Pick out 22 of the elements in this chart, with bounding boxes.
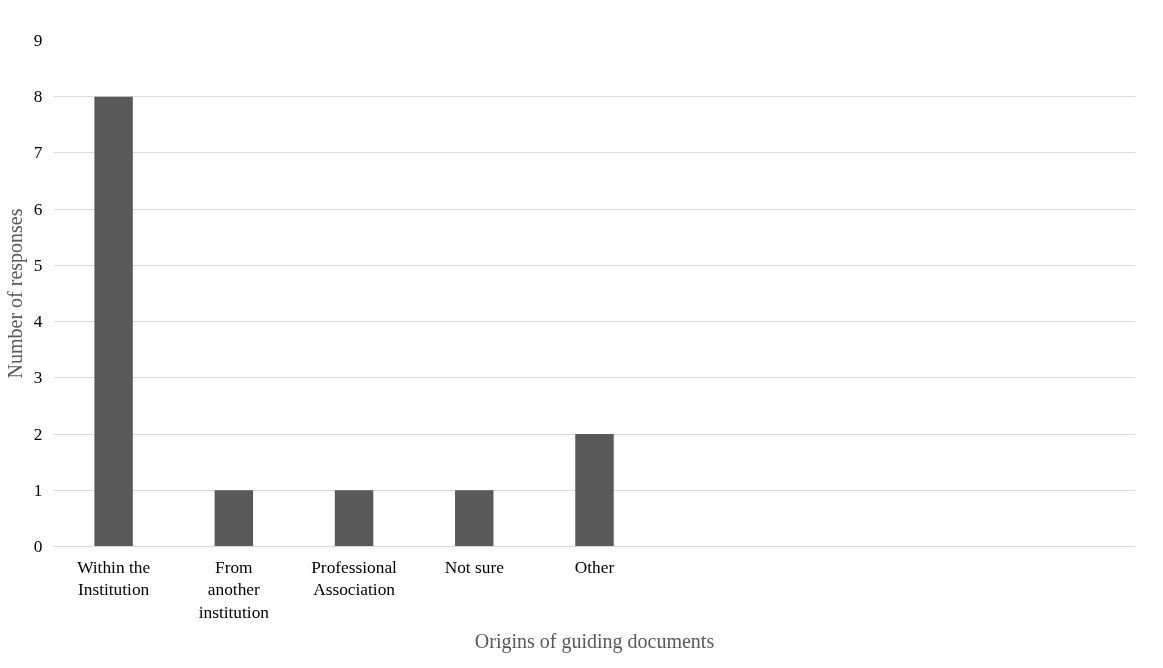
y-tick-label: 2 [33,424,43,444]
bar [214,490,254,547]
bar [94,96,133,547]
bar [455,490,494,547]
x-tick-label: Other [574,557,615,577]
y-tick-label: 1 [33,480,43,500]
y-tick-label: 3 [33,368,43,388]
x-tick-label: Not sure [444,557,505,577]
y-tick-label: 7 [33,143,43,163]
y-tick-label: 0 [33,537,43,556]
x-axis-title: Origins of guiding documents [474,630,715,654]
x-tick-label: Professional Association [311,557,398,600]
x-tick-label: From another institution [198,557,270,623]
bar [575,434,614,547]
x-tick-label: Within the Institution [77,557,151,600]
y-tick-label: 4 [33,312,43,332]
bar [334,490,374,547]
y-tick-label: 6 [33,199,43,219]
y-tick-label: 8 [33,87,43,107]
y-tick-label: 9 [33,31,43,50]
y-axis-title: Number of responses [3,208,27,379]
y-tick-label: 5 [33,255,43,275]
